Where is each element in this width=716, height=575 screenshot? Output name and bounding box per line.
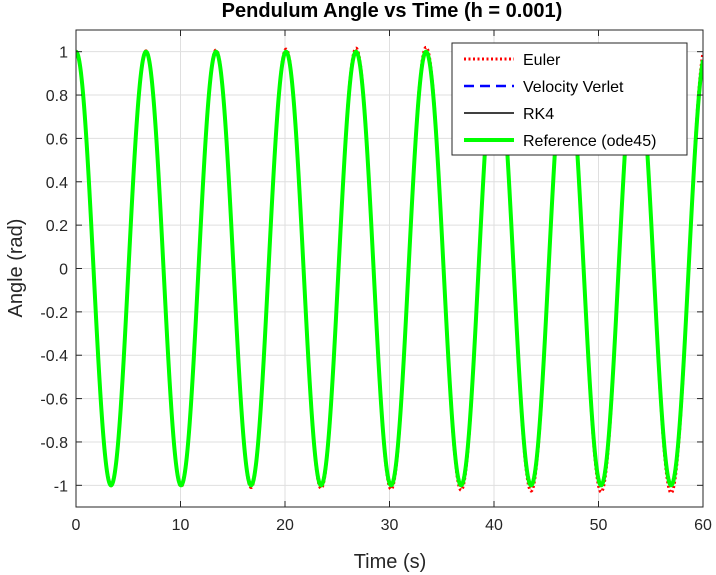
legend-box xyxy=(451,42,688,156)
y-tick-labels: -1 -0.8 -0.6 -0.4 -0.2 0 0.2 0.4 0.6 0.8 1 xyxy=(40,45,68,496)
y-tick-label: 0 xyxy=(59,262,68,279)
legend-label: RK4 xyxy=(523,106,554,123)
x-axis-label: Time (s) xyxy=(354,551,427,573)
tick-marks xyxy=(75,30,704,507)
y-tick-label: -0.6 xyxy=(40,392,68,409)
y-tick-label: 0.6 xyxy=(46,131,68,148)
series-layer xyxy=(76,43,703,495)
y-axis-label: Angle (rad) xyxy=(5,219,27,318)
chart-title: Pendulum Angle vs Time (h = 0.001) xyxy=(222,0,563,22)
y-tick-label: -0.4 xyxy=(40,348,68,365)
x-tick-labels: 0 10 20 30 40 50 60 xyxy=(72,517,712,534)
legend-label: Euler xyxy=(523,52,561,69)
y-tick-label: 0.8 xyxy=(46,88,68,105)
x-tick-label: 60 xyxy=(694,517,712,534)
x-tick-label: 0 xyxy=(72,517,81,534)
y-tick-label: -0.8 xyxy=(40,435,68,452)
legend: Euler Velocity Verlet RK4 Reference (ode45) xyxy=(451,42,688,156)
legend-label: Velocity Verlet xyxy=(523,79,624,96)
x-tick-label: 50 xyxy=(590,517,608,534)
series-line-euler xyxy=(76,43,703,495)
x-tick-label: 40 xyxy=(485,517,503,534)
y-tick-label: -0.2 xyxy=(40,305,68,322)
x-tick-label: 30 xyxy=(381,517,399,534)
y-tick-label: -1 xyxy=(54,478,68,495)
legend-label: Reference (ode45) xyxy=(523,133,656,150)
y-tick-label: 0.2 xyxy=(46,218,68,235)
y-tick-label: 0.4 xyxy=(46,175,68,192)
y-tick-label: 1 xyxy=(59,45,68,62)
series-line-reference-ode45 xyxy=(76,49,703,488)
x-tick-label: 10 xyxy=(172,517,190,534)
x-tick-label: 20 xyxy=(276,517,294,534)
